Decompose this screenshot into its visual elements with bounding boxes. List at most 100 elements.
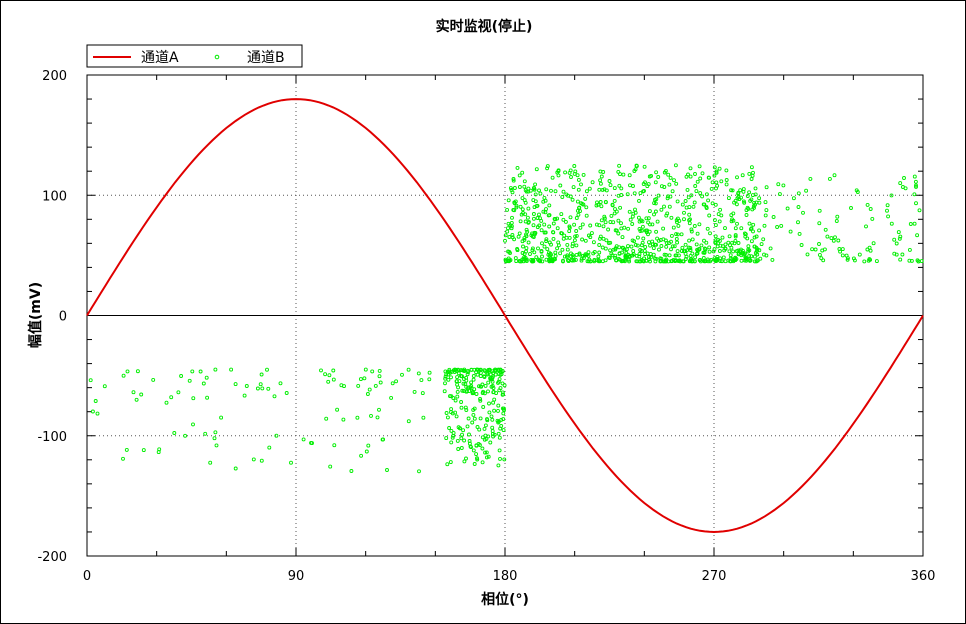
channel-b-point: [490, 425, 495, 430]
channel-b-point: [541, 209, 546, 214]
channel-b-point: [736, 241, 741, 245]
channel-b-point: [608, 240, 613, 245]
channel-b-point: [707, 175, 712, 180]
channel-b-point: [327, 373, 332, 378]
channel-b-point: [753, 251, 758, 255]
channel-b-point: [533, 199, 538, 204]
channel-b-point: [896, 230, 901, 235]
channel-b-point: [477, 427, 482, 432]
channel-b-point: [420, 391, 425, 396]
y-tick-label: 0: [59, 310, 67, 325]
channel-b-point: [596, 254, 601, 259]
channel-b-point: [478, 416, 483, 421]
channel-b-point: [752, 205, 756, 210]
channel-b-point: [266, 386, 271, 391]
channel-b-point: [647, 209, 652, 214]
channel-b-point: [522, 179, 527, 184]
channel-b-point: [894, 241, 899, 246]
channel-b-point: [614, 228, 619, 233]
channel-b-point: [637, 252, 642, 256]
channel-b-point: [464, 408, 469, 412]
channel-b-point: [563, 170, 568, 175]
channel-b-point: [885, 203, 890, 208]
channel-b-point: [618, 172, 622, 177]
channel-b-point: [394, 379, 399, 384]
channel-b-point: [865, 247, 870, 252]
channel-b-point: [449, 394, 454, 399]
channel-b-point: [662, 204, 666, 209]
channel-b-point: [599, 218, 604, 223]
channel-b-point: [656, 193, 661, 198]
channel-b-point: [319, 368, 323, 373]
channel-b-point: [743, 255, 748, 260]
channel-b-point: [709, 257, 714, 262]
channel-b-point: [683, 257, 688, 261]
channel-b-point: [735, 221, 739, 226]
channel-b-point: [365, 392, 370, 396]
channel-b-point: [366, 443, 371, 448]
channel-b-point: [406, 367, 411, 372]
channel-b-point: [480, 460, 485, 465]
channel-b-point: [724, 168, 729, 173]
channel-b-point: [609, 251, 614, 256]
channel-b-point: [885, 208, 889, 213]
channel-b-point: [139, 392, 144, 397]
channel-b-point: [581, 253, 586, 258]
channel-b-point: [674, 253, 679, 258]
channel-b-point: [711, 249, 716, 254]
channel-b-point: [698, 191, 703, 196]
channel-b-point: [460, 388, 465, 393]
channel-b-point: [576, 187, 581, 192]
channel-b-point: [503, 233, 508, 238]
channel-b-point: [630, 222, 635, 226]
channel-b-point: [540, 254, 544, 259]
channel-b-point: [370, 369, 375, 374]
channel-b-point: [892, 237, 897, 242]
channel-b-point: [683, 242, 688, 247]
channel-b-point: [461, 428, 466, 433]
channel-b-point: [832, 173, 837, 178]
channel-b-point: [648, 222, 652, 227]
channel-b-point: [545, 164, 550, 169]
channel-b-point: [550, 175, 555, 180]
channel-b-point: [689, 227, 694, 232]
channel-b-point: [540, 241, 544, 246]
channel-b-point: [443, 381, 447, 386]
channel-b-point: [689, 229, 694, 234]
channel-b-point: [515, 247, 520, 251]
channel-b-point: [831, 238, 836, 243]
channel-b-point: [449, 440, 454, 445]
channel-b-point: [493, 372, 498, 377]
channel-b-point: [535, 203, 540, 208]
channel-b-point: [183, 433, 188, 438]
channel-b-point: [651, 252, 656, 257]
channel-b-point: [561, 189, 566, 194]
channel-b-point: [169, 395, 174, 400]
channel-b-point: [575, 173, 580, 178]
channel-b-point: [702, 249, 707, 254]
channel-b-point: [835, 214, 840, 219]
channel-b-point: [753, 186, 758, 191]
channel-b-point: [729, 188, 734, 193]
channel-b-point: [427, 377, 432, 382]
channel-b-point: [471, 448, 476, 453]
series-channel-a-line: [86, 98, 924, 534]
channel-b-point: [579, 182, 583, 187]
channel-b-point: [532, 205, 537, 210]
channel-b-point: [654, 170, 659, 175]
channel-b-point: [608, 183, 613, 188]
channel-b-point: [214, 443, 219, 448]
channel-b-point: [653, 180, 658, 185]
channel-b-point: [654, 229, 659, 234]
channel-b-point: [598, 178, 603, 183]
channel-b-point: [551, 236, 556, 241]
channel-b-point: [652, 201, 657, 206]
channel-b-point: [532, 250, 537, 255]
channel-b-point: [509, 220, 514, 225]
channel-b-point: [563, 219, 568, 224]
series-channel-b: [88, 163, 924, 474]
channel-b-point: [570, 197, 575, 202]
channel-b-point: [574, 243, 579, 248]
channel-b-point: [121, 456, 125, 461]
channel-b-point: [914, 201, 918, 206]
